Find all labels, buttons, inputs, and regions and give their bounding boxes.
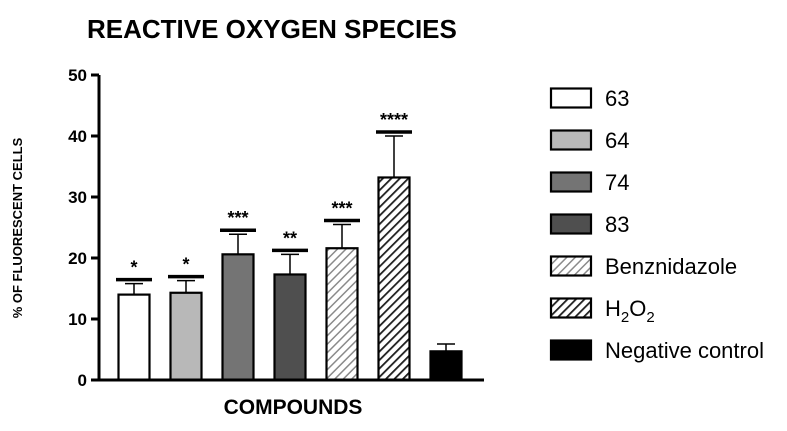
significance-label: *: [182, 255, 189, 275]
y-tick-label: 40: [68, 127, 87, 146]
bar: [273, 273, 307, 382]
bars: * *************: [116, 110, 463, 382]
legend-swatch: [549, 297, 593, 319]
bar: [377, 176, 411, 382]
significance-label: ***: [227, 208, 248, 228]
chart-title: REACTIVE OXYGEN SPECIES: [87, 14, 457, 44]
significance-label: ***: [331, 198, 352, 218]
bar: [117, 293, 151, 382]
legend-label: H2O2: [605, 296, 655, 326]
bar: [221, 253, 255, 382]
legend-swatch: [549, 129, 593, 151]
legend: 63 64 74 83 Benznidazole H2O2 Negative control: [549, 86, 764, 363]
legend-label: 64: [605, 128, 629, 153]
axes: [97, 75, 484, 382]
legend-label: Negative control: [605, 338, 764, 363]
x-axis-title: COMPOUNDS: [224, 396, 363, 419]
bar: [325, 247, 359, 382]
legend-label: Benznidazole: [605, 254, 737, 279]
y-axis-title: % OF FLUORESCENT CELLS: [10, 137, 25, 318]
y-tick-label: 30: [68, 188, 87, 207]
significance-label: *: [130, 258, 137, 278]
legend-label: 74: [605, 170, 629, 195]
bar: [429, 350, 463, 382]
y-tick-label: 20: [68, 249, 87, 268]
legend-label: 63: [605, 86, 629, 111]
legend-swatch: [549, 213, 593, 235]
significance-label: **: [283, 228, 297, 248]
y-tick-label: 50: [68, 66, 87, 85]
y-axis-ticks: 0 10 20 30 40 50: [68, 66, 99, 390]
legend-swatch: [549, 87, 593, 109]
y-tick-label: 0: [78, 371, 87, 390]
legend-swatch: [549, 255, 593, 277]
legend-swatch: [549, 171, 593, 193]
y-tick-label: 10: [68, 310, 87, 329]
significance-label: ****: [380, 110, 408, 130]
bar: [169, 291, 203, 382]
legend-label: 83: [605, 212, 629, 237]
legend-swatch: [549, 339, 593, 361]
